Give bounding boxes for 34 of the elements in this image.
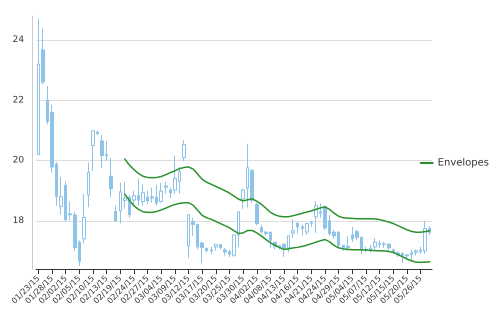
candlestick [414,248,418,256]
y-tick-label: 22 [12,95,24,106]
candlestick [423,220,427,254]
candlestick [91,130,95,172]
y-tick-label: 20 [12,156,24,166]
candlestick [305,222,309,236]
line-series [124,194,430,264]
candlestick [223,247,227,256]
candlestick [241,188,245,210]
candlestick [205,246,208,253]
line-series [124,158,430,234]
y-tick-label: 18 [12,216,24,226]
candlestick [182,140,186,162]
candlestick [405,253,409,260]
candlestick [296,222,299,234]
candlestick [291,218,295,238]
candlestick [150,187,154,204]
legend-label: Envelopes [438,158,490,168]
candlestick [346,236,350,252]
candlestick [109,158,113,198]
candlestick [260,224,263,234]
candlestick [210,246,213,254]
candlestick [214,243,218,252]
candlestick [373,237,377,250]
candlestick [82,194,86,244]
candlestick [114,205,117,222]
candlestick [173,154,177,194]
candlestick [87,162,90,208]
candlestick [164,181,168,194]
y-tick-label: 24 [12,35,24,46]
candlestick [159,182,163,204]
candlestick [100,134,104,169]
candlestick [255,202,259,226]
candlestick [314,200,318,234]
